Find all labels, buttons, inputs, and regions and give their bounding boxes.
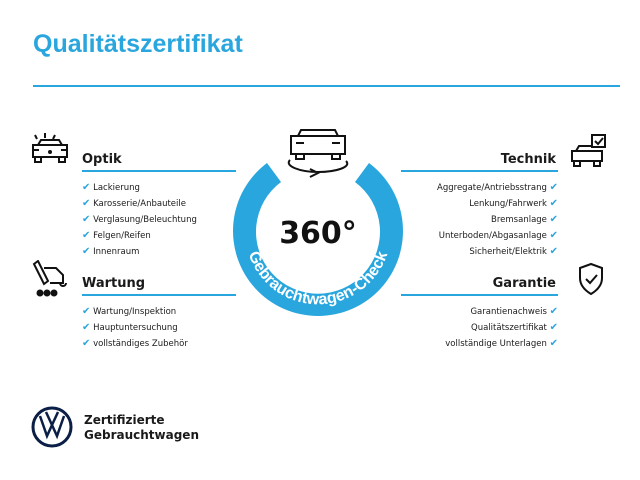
list-item-label: Bremsanlage — [491, 215, 547, 225]
list-item-label: Karosserie/Anbauteile — [93, 199, 186, 209]
service-van-icon — [32, 260, 67, 297]
check-icon: ✔ — [549, 322, 558, 333]
list-item: ✔ Lackierung — [82, 180, 197, 196]
list-item-label: Qualitätszertifikat — [471, 323, 547, 333]
wartung-list: ✔ Wartung/Inspektion ✔ Hauptuntersuchung… — [82, 304, 188, 352]
check-icon: ✔ — [82, 246, 91, 257]
list-item: ✔ Felgen/Reifen — [82, 228, 197, 244]
check-icon: ✔ — [549, 246, 558, 257]
check-icon: ✔ — [82, 230, 91, 241]
list-item-label: Verglasung/Beleuchtung — [93, 215, 197, 225]
check-icon: ✔ — [549, 198, 558, 209]
list-item-label: Garantienachweis — [470, 307, 547, 317]
wartung-divider — [82, 294, 236, 296]
list-item-label: Aggregate/Antriebsstrang — [437, 183, 547, 193]
list-item: Aggregate/Antriebsstrang ✔ — [437, 180, 558, 196]
degree-value: 360° — [279, 216, 357, 251]
car-check-icon — [571, 134, 606, 167]
list-item: ✔ Hauptuntersuchung — [82, 320, 188, 336]
check-icon: ✔ — [549, 182, 558, 193]
check-icon: ✔ — [549, 230, 558, 241]
ring-label: Gebrauchtwagen-Check — [245, 249, 392, 309]
list-item: ✔ Verglasung/Beleuchtung — [82, 212, 197, 228]
garantie-list: Garantienachweis ✔ Qualitätszertifikat ✔… — [445, 304, 558, 352]
brand-line-1: Zertifizierte — [84, 413, 165, 427]
check-icon: ✔ — [82, 322, 91, 333]
list-item-label: Lackierung — [93, 183, 140, 193]
list-item: ✔ Wartung/Inspektion — [82, 304, 188, 320]
technik-list: Aggregate/Antriebsstrang ✔ Lenkung/Fahrw… — [437, 180, 558, 260]
list-item-label: Innenraum — [93, 247, 140, 257]
check-ring: Gebrauchtwagen-Check 360° — [233, 129, 403, 316]
list-item: Qualitätszertifikat ✔ — [445, 320, 558, 336]
list-item-label: Sicherheit/Elektrik — [469, 247, 547, 257]
list-item: ✔ vollständiges Zubehör — [82, 336, 188, 352]
list-item-label: vollständige Unterlagen — [445, 339, 547, 349]
list-item-label: Unterboden/Abgasanlage — [438, 231, 547, 241]
list-item: ✔ Innenraum — [82, 244, 197, 260]
check-icon: ✔ — [82, 182, 91, 193]
technik-divider — [401, 170, 558, 172]
check-icon: ✔ — [82, 198, 91, 209]
check-icon: ✔ — [82, 214, 91, 225]
shield-check-icon — [579, 262, 603, 296]
optik-divider — [82, 170, 236, 172]
ring-arc — [233, 163, 403, 316]
list-item-label: Wartung/Inspektion — [93, 307, 177, 317]
list-item: Lenkung/Fahrwerk ✔ — [437, 196, 558, 212]
list-item: Unterboden/Abgasanlage ✔ — [437, 228, 558, 244]
list-item-label: Felgen/Reifen — [93, 231, 151, 241]
title-divider — [33, 85, 620, 87]
brand-line-2: Gebrauchtwagen — [84, 428, 199, 442]
brand-text: Zertifizierte Gebrauchtwagen — [84, 413, 199, 443]
list-item: Sicherheit/Elektrik ✔ — [437, 244, 558, 260]
list-item: ✔ Karosserie/Anbauteile — [82, 196, 197, 212]
vw-logo — [31, 406, 73, 448]
check-icon: ✔ — [549, 214, 558, 225]
garantie-title: Garantie — [492, 276, 556, 291]
technik-title: Technik — [500, 152, 556, 167]
garantie-divider — [401, 294, 558, 296]
page-title: Qualitätszertifikat — [33, 30, 243, 58]
list-item-label: Hauptuntersuchung — [93, 323, 178, 333]
car-lights-icon — [32, 133, 68, 163]
optik-list: ✔ Lackierung ✔ Karosserie/Anbauteile ✔ V… — [82, 180, 197, 260]
optik-title: Optik — [82, 152, 122, 167]
list-item-label: vollständiges Zubehör — [93, 339, 188, 349]
car-rotate-icon — [287, 129, 349, 178]
list-item: vollständige Unterlagen ✔ — [445, 336, 558, 352]
list-item-label: Lenkung/Fahrwerk — [469, 199, 547, 209]
check-icon: ✔ — [82, 306, 91, 317]
check-icon: ✔ — [549, 338, 558, 349]
check-icon: ✔ — [82, 338, 91, 349]
wartung-title: Wartung — [82, 276, 146, 291]
list-item: Bremsanlage ✔ — [437, 212, 558, 228]
check-icon: ✔ — [549, 306, 558, 317]
list-item: Garantienachweis ✔ — [445, 304, 558, 320]
ring-text: Gebrauchtwagen-Check — [245, 249, 392, 309]
